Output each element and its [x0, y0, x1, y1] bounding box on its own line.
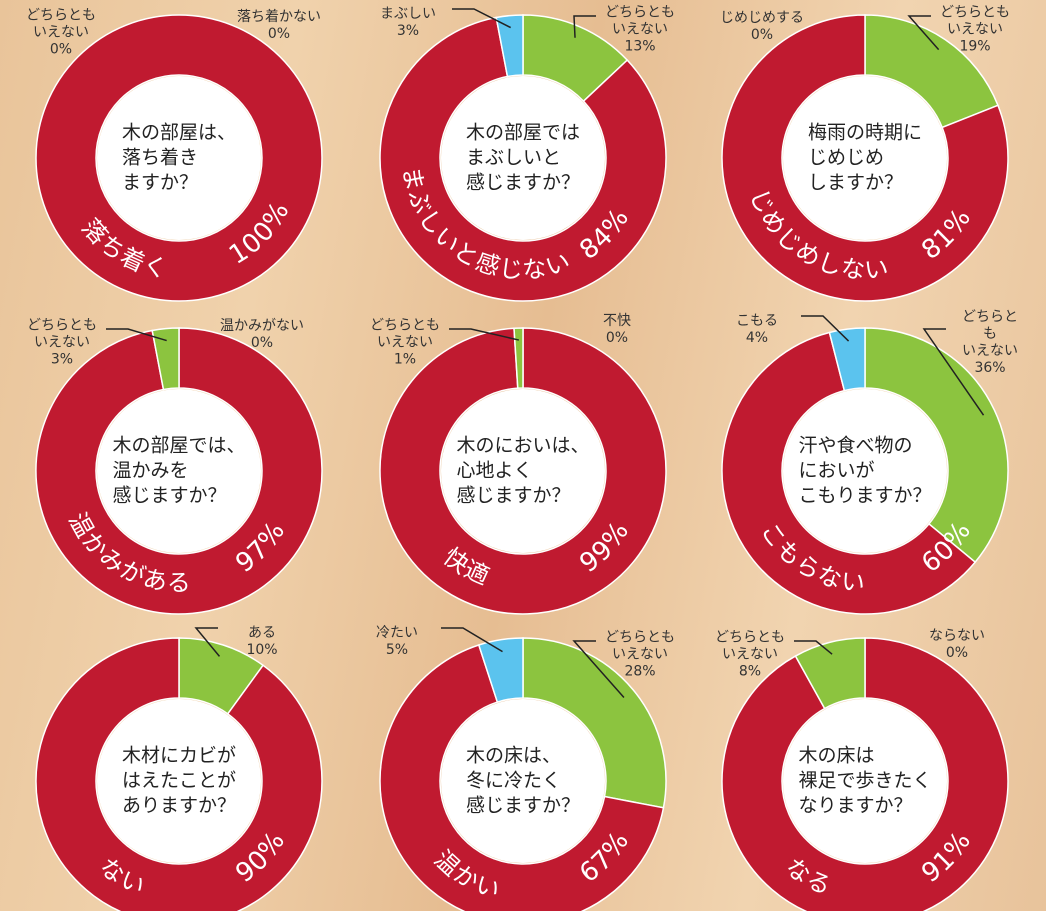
category-label: どちらとも いえない — [940, 5, 1010, 39]
category-label: どちらとも いえない — [962, 309, 1018, 360]
value-label: 1% — [370, 352, 440, 369]
value-label: 0% — [929, 645, 985, 662]
chart-title: 木の部屋では まぶしいと 感じますか？ — [466, 121, 580, 196]
category-label: ならない — [929, 628, 985, 645]
value-label: 0% — [237, 26, 321, 43]
value-label: 0% — [26, 42, 96, 59]
value-label: 10% — [246, 642, 277, 659]
value-label: 0% — [603, 330, 631, 347]
value-label: 3% — [27, 352, 97, 369]
value-label: 28% — [605, 664, 675, 681]
value-label: 0% — [220, 335, 304, 352]
chart-title: 梅雨の時期に じめじめ しますか？ — [808, 121, 922, 196]
chart-title: 木の床は、 冬に冷たく 感じますか？ — [466, 744, 580, 819]
category-label: まぶしい — [380, 6, 436, 23]
value-label: 8% — [715, 664, 785, 681]
value-label: 19% — [940, 39, 1010, 56]
chart-title: 汗や食べ物の においが こもりますか？ — [798, 434, 931, 509]
category-label: どちらとも いえない — [715, 630, 785, 664]
value-label: 3% — [380, 23, 436, 40]
chart-title: 木の床は 裸足で歩きたく なりますか？ — [798, 744, 931, 819]
category-label: どちらとも いえない — [605, 630, 675, 664]
category-label: 冷たい — [376, 625, 418, 642]
category-label: どちらとも いえない — [605, 5, 675, 39]
category-label: こもる — [736, 313, 778, 330]
category-label: 不快 — [603, 313, 631, 330]
chart-title: 木の部屋では、 温かみを 感じますか？ — [112, 434, 245, 509]
value-label: 0% — [720, 27, 804, 44]
value-label: 5% — [376, 642, 418, 659]
chart-title: 木材にカビが はえたことが ありますか？ — [122, 744, 236, 819]
category-label: どちらとも いえない — [26, 8, 96, 42]
category-label: じめじめする — [720, 10, 804, 27]
value-label: 4% — [736, 330, 778, 347]
page: 落ち着く100%まぶしいと感じない84%じめじめしない81%温かみがある97%快… — [0, 0, 1046, 911]
value-label: 13% — [605, 39, 675, 56]
chart-title: 木のにおいは、 心地よく 感じますか？ — [456, 434, 589, 509]
value-label: 36% — [962, 360, 1018, 377]
category-label: 落ち着かない — [237, 9, 321, 26]
category-label: 温かみがない — [220, 318, 304, 335]
category-label: どちらとも いえない — [27, 318, 97, 352]
chart-title: 木の部屋は、 落ち着き ますか？ — [122, 121, 236, 196]
category-label: どちらとも いえない — [370, 318, 440, 352]
category-label: ある — [246, 625, 277, 642]
